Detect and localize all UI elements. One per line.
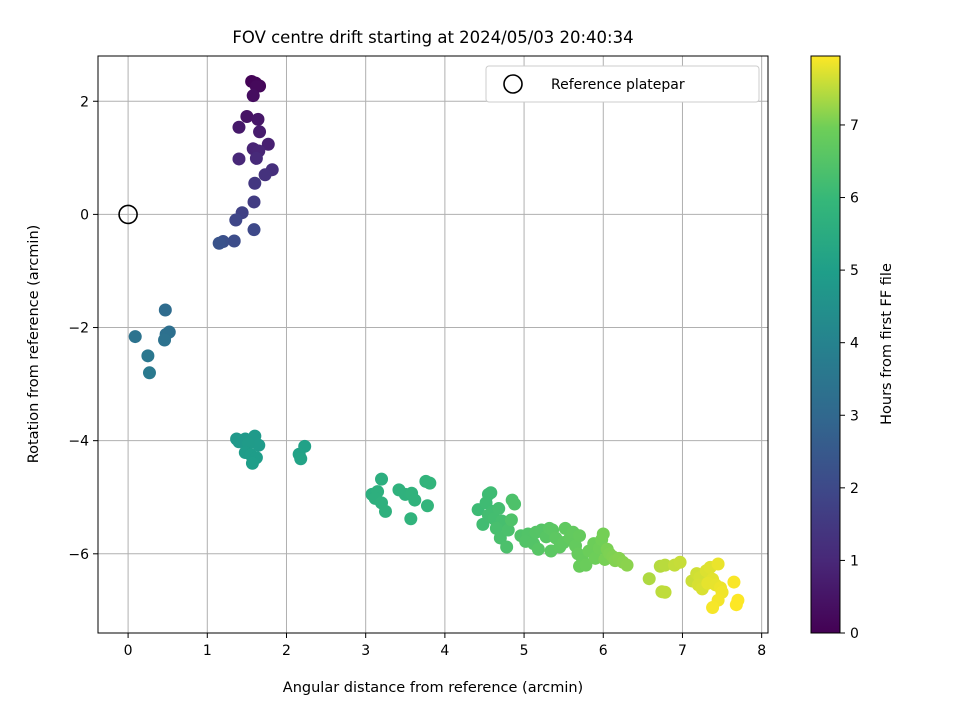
data-point <box>253 125 267 139</box>
legend-box <box>485 65 760 103</box>
colorbar-gradient <box>810 55 841 634</box>
colorbar-tick-label: 5 <box>850 263 859 279</box>
data-point <box>596 527 610 541</box>
plot-frame <box>97 55 769 634</box>
data-point <box>141 349 155 363</box>
data-point <box>501 523 515 537</box>
data-point <box>212 236 226 250</box>
x-tick-label: 6 <box>599 643 608 659</box>
data-point <box>500 540 514 554</box>
data-point <box>493 531 507 545</box>
x-tick-label: 4 <box>440 643 449 659</box>
data-point <box>484 486 498 500</box>
data-point <box>378 504 392 518</box>
x-axis-label: Angular distance from reference (arcmin) <box>283 680 583 696</box>
data-point <box>588 551 602 565</box>
data-point <box>252 438 266 452</box>
x-axis-ticks: 0 1 2 3 4 5 6 7 8 <box>124 633 766 659</box>
data-point <box>711 557 725 571</box>
colorbar-tick-label: 1 <box>850 553 859 569</box>
y-tick-label: −2 <box>68 321 89 337</box>
colorbar: 0 1 2 3 4 5 6 7 Hours from first FF file <box>810 55 895 642</box>
data-point <box>420 499 434 513</box>
data-point <box>404 512 418 526</box>
data-point <box>573 529 587 543</box>
data-point <box>247 223 261 237</box>
legend-marker <box>503 74 523 94</box>
data-point <box>245 456 259 470</box>
data-point <box>246 89 260 103</box>
data-point <box>658 558 672 572</box>
colorbar-tick-label: 3 <box>850 408 859 424</box>
data-point <box>232 120 246 134</box>
legend: Reference platepar <box>485 65 760 103</box>
data-point <box>504 513 518 527</box>
y-tick-label: 2 <box>80 94 89 110</box>
data-point <box>227 234 241 248</box>
colorbar-tick-label: 6 <box>850 191 859 207</box>
data-point <box>261 137 275 151</box>
data-point <box>508 497 522 511</box>
data-point <box>423 476 437 490</box>
y-tick-label: −4 <box>68 434 89 450</box>
data-point <box>408 493 422 507</box>
legend-entry: Reference platepar <box>551 77 685 93</box>
reference-point <box>118 204 138 225</box>
y-tick-label: 0 <box>80 207 89 223</box>
data-point <box>258 168 272 182</box>
colorbar-ticks: 0 1 2 3 4 5 6 7 <box>840 118 859 642</box>
data-point <box>492 502 506 516</box>
x-tick-label: 1 <box>203 643 212 659</box>
data-point <box>729 598 743 612</box>
colorbar-label: Hours from first FF file <box>879 263 895 425</box>
data-point <box>706 601 720 615</box>
data-point <box>158 333 172 347</box>
data-point <box>158 303 172 317</box>
data-point <box>658 585 672 599</box>
data-point <box>248 176 262 190</box>
data-point <box>375 472 389 486</box>
data-point <box>232 152 246 166</box>
y-axis-label: Rotation from reference (arcmin) <box>26 225 42 464</box>
data-point <box>579 558 593 572</box>
chart-title: FOV centre drift starting at 2024/05/03 … <box>232 28 633 47</box>
data-point <box>142 366 156 380</box>
colorbar-tick-label: 4 <box>850 336 859 352</box>
data-point <box>642 572 656 586</box>
x-tick-label: 7 <box>678 643 687 659</box>
y-axis-ticks: −6 −4 −2 0 2 <box>68 94 98 563</box>
x-tick-label: 8 <box>757 643 766 659</box>
x-tick-label: 3 <box>361 643 370 659</box>
data-point <box>251 112 265 126</box>
data-point <box>294 452 308 466</box>
x-tick-label: 5 <box>520 643 529 659</box>
data-point <box>531 542 545 556</box>
data-points <box>128 74 745 615</box>
colorbar-tick-label: 0 <box>850 626 859 642</box>
grid <box>98 56 768 633</box>
x-tick-label: 2 <box>282 643 291 659</box>
data-point <box>229 213 243 227</box>
data-point <box>247 195 261 209</box>
data-point <box>240 110 254 124</box>
data-point <box>673 555 687 569</box>
colorbar-tick-label: 2 <box>850 481 859 497</box>
data-point <box>620 558 634 572</box>
colorbar-tick-label: 7 <box>850 118 859 134</box>
y-tick-label: −6 <box>68 547 89 563</box>
data-point <box>128 330 142 344</box>
data-point <box>727 575 741 589</box>
x-tick-label: 0 <box>124 643 133 659</box>
data-point <box>249 151 263 165</box>
